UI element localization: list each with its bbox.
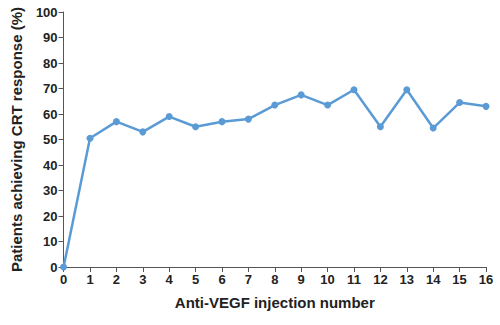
svg-text:13: 13: [400, 272, 414, 287]
svg-text:5: 5: [192, 272, 199, 287]
svg-text:4: 4: [166, 272, 174, 287]
svg-text:16: 16: [479, 272, 493, 287]
svg-text:8: 8: [271, 272, 278, 287]
svg-text:0: 0: [60, 272, 67, 287]
svg-text:10: 10: [320, 272, 334, 287]
svg-text:40: 40: [43, 158, 57, 173]
svg-text:Patients achieving CRT respons: Patients achieving CRT response (%): [8, 7, 25, 272]
svg-text:15: 15: [452, 272, 466, 287]
svg-text:0: 0: [50, 260, 57, 275]
svg-text:Anti-VEGF injection number: Anti-VEGF injection number: [175, 294, 375, 311]
svg-text:10: 10: [43, 234, 57, 249]
svg-text:14: 14: [426, 272, 441, 287]
svg-text:50: 50: [43, 132, 57, 147]
svg-text:1: 1: [86, 272, 93, 287]
svg-text:9: 9: [298, 272, 305, 287]
svg-text:20: 20: [43, 209, 57, 224]
svg-text:11: 11: [347, 272, 361, 287]
svg-text:7: 7: [245, 272, 252, 287]
svg-text:30: 30: [43, 183, 57, 198]
svg-text:100: 100: [36, 5, 58, 20]
svg-text:6: 6: [218, 272, 225, 287]
svg-text:90: 90: [43, 30, 57, 45]
svg-text:60: 60: [43, 107, 57, 122]
svg-text:12: 12: [373, 272, 387, 287]
svg-text:80: 80: [43, 56, 57, 71]
svg-text:3: 3: [139, 272, 146, 287]
svg-text:2: 2: [113, 272, 120, 287]
svg-text:70: 70: [43, 81, 57, 96]
